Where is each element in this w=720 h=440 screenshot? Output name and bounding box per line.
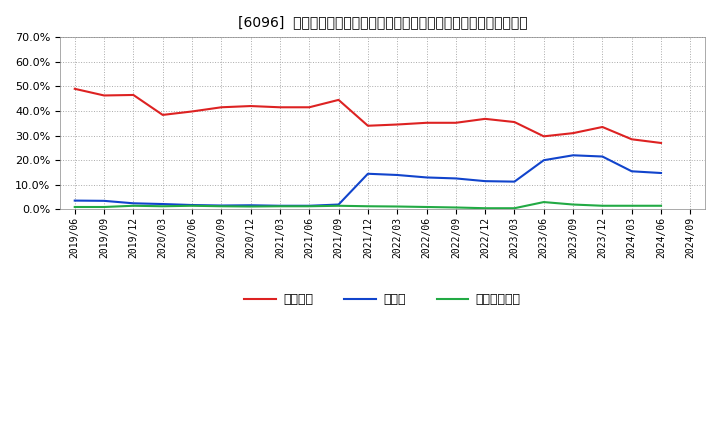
繰延税金資産 [627, 203, 636, 209]
自己資本 [71, 86, 79, 92]
Line: 自己資本: 自己資本 [75, 89, 661, 143]
のれん [246, 203, 255, 208]
繰延税金資産 [217, 204, 225, 209]
Legend: 自己資本, のれん, 繰延税金資産: 自己資本, のれん, 繰延税金資産 [240, 288, 526, 311]
繰延税金資産 [481, 205, 490, 211]
自己資本 [657, 140, 665, 146]
のれん [188, 202, 197, 208]
自己資本 [569, 131, 577, 136]
のれん [451, 176, 460, 181]
のれん [71, 198, 79, 203]
のれん [422, 175, 431, 180]
自己資本 [539, 134, 548, 139]
のれん [657, 170, 665, 176]
繰延税金資産 [129, 203, 138, 209]
繰延税金資産 [334, 203, 343, 209]
のれん [481, 179, 490, 184]
繰延税金資産 [539, 199, 548, 205]
自己資本 [481, 116, 490, 121]
Line: のれん: のれん [75, 155, 661, 206]
のれん [334, 202, 343, 207]
自己資本 [188, 109, 197, 114]
のれん [364, 171, 372, 176]
繰延税金資産 [276, 204, 284, 209]
自己資本 [276, 105, 284, 110]
自己資本 [451, 120, 460, 125]
繰延税金資産 [657, 203, 665, 209]
のれん [510, 179, 519, 184]
繰延税金資産 [188, 203, 197, 209]
自己資本 [334, 97, 343, 103]
繰延税金資産 [569, 202, 577, 207]
繰延税金資産 [510, 205, 519, 211]
のれん [158, 202, 167, 207]
自己資本 [364, 123, 372, 128]
自己資本 [627, 137, 636, 142]
自己資本 [246, 103, 255, 109]
のれん [305, 203, 314, 209]
自己資本 [510, 119, 519, 125]
繰延税金資産 [71, 204, 79, 209]
のれん [217, 203, 225, 208]
自己資本 [305, 105, 314, 110]
のれん [129, 201, 138, 206]
繰延税金資産 [451, 205, 460, 210]
自己資本 [422, 120, 431, 125]
繰延税金資産 [422, 204, 431, 209]
Title: [6096]  自己資本、のれん、繰延税金資産の総資産に対する比率の推移: [6096] 自己資本、のれん、繰延税金資産の総資産に対する比率の推移 [238, 15, 527, 29]
のれん [393, 172, 402, 178]
のれん [598, 154, 607, 159]
のれん [276, 203, 284, 209]
自己資本 [129, 92, 138, 98]
繰延税金資産 [305, 204, 314, 209]
繰延税金資産 [246, 204, 255, 209]
自己資本 [158, 112, 167, 117]
繰延税金資産 [393, 204, 402, 209]
のれん [539, 158, 548, 163]
自己資本 [217, 105, 225, 110]
繰延税金資産 [364, 204, 372, 209]
自己資本 [393, 122, 402, 127]
自己資本 [598, 125, 607, 130]
のれん [627, 169, 636, 174]
のれん [100, 198, 109, 203]
繰延税金資産 [598, 203, 607, 209]
のれん [569, 153, 577, 158]
繰延税金資産 [100, 204, 109, 209]
Line: 繰延税金資産: 繰延税金資産 [75, 202, 661, 208]
自己資本 [100, 93, 109, 98]
繰延税金資産 [158, 204, 167, 209]
